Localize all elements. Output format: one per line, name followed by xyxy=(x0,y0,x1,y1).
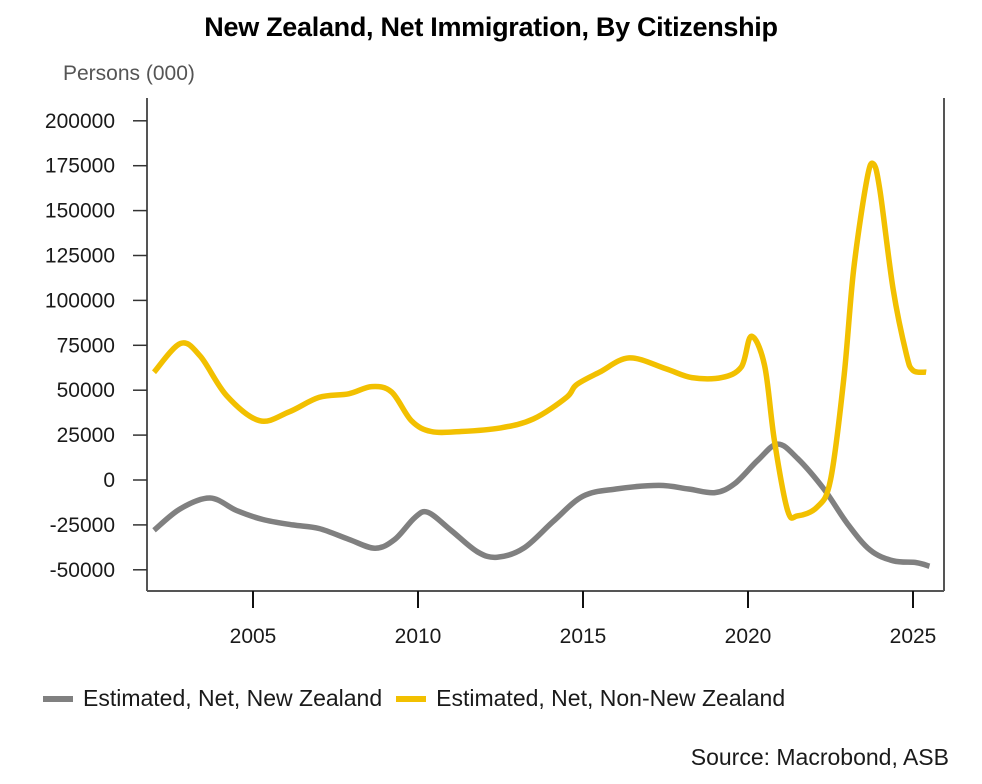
x-tick-label: 2005 xyxy=(230,625,277,648)
legend-label-non-new-zealand: Estimated, Net, Non-New Zealand xyxy=(436,685,786,711)
y-tick-label: -50000 xyxy=(50,559,115,582)
y-tick-label: 100000 xyxy=(45,289,115,312)
chart-title: New Zealand, Net Immigration, By Citizen… xyxy=(204,12,778,42)
series-line-non-new-zealand xyxy=(151,160,927,521)
x-axis-ticks: 2005 2010 2015 2020 2025 xyxy=(230,591,937,648)
x-tick-label: 2025 xyxy=(890,625,937,648)
y-tick-label: -25000 xyxy=(50,514,115,537)
legend-label-new-zealand: Estimated, Net, New Zealand xyxy=(83,685,383,711)
legend: Estimated, Net, New Zealand Estimated, N… xyxy=(43,685,799,712)
series-line-new-zealand xyxy=(152,441,931,569)
y-tick-label: 0 xyxy=(103,469,115,492)
y-tick-label: 25000 xyxy=(57,424,115,447)
legend-item-new-zealand: Estimated, Net, New Zealand xyxy=(43,685,382,712)
y-tick-label: 150000 xyxy=(45,200,115,223)
x-tick-label: 2010 xyxy=(395,625,442,648)
series-lines xyxy=(151,160,931,569)
y-axis-unit-label: Persons (000) xyxy=(63,62,195,85)
y-tick-label: 75000 xyxy=(57,334,115,357)
legend-swatch-non-new-zealand xyxy=(396,695,427,702)
y-tick-label: 50000 xyxy=(57,379,115,402)
y-tick-label: 200000 xyxy=(45,110,115,133)
legend-item-non-new-zealand: Estimated, Net, Non-New Zealand xyxy=(396,685,785,712)
axes xyxy=(146,98,945,592)
x-tick-label: 2020 xyxy=(725,625,772,648)
source-note: Source: Macrobond, ASB xyxy=(690,744,949,770)
y-tick-label: 175000 xyxy=(45,155,115,178)
y-tick-label: 125000 xyxy=(45,245,115,268)
x-tick-label: 2015 xyxy=(560,625,607,648)
legend-swatch-new-zealand xyxy=(43,695,73,702)
y-axis-ticks: 200000 175000 150000 125000 100000 75000 50000… xyxy=(45,110,147,582)
